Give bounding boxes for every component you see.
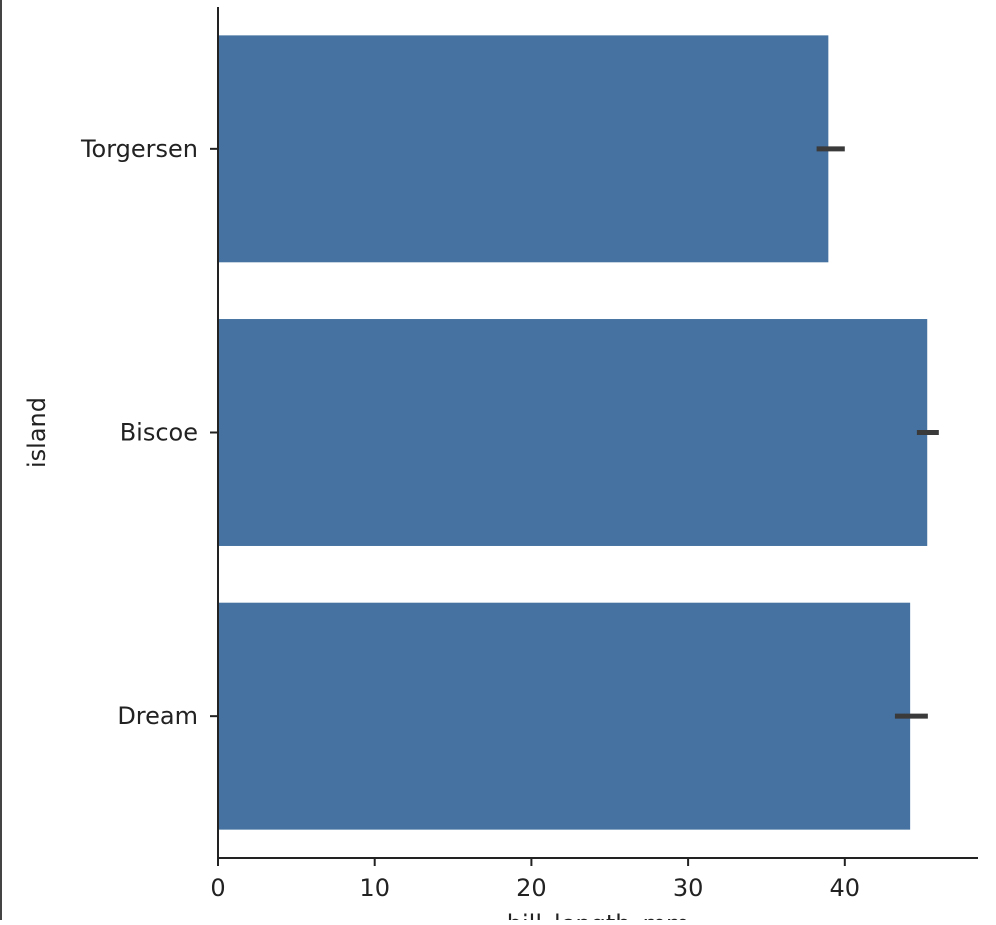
error-bars-group	[816, 146, 939, 719]
x-tick-label-20: 20	[516, 874, 547, 902]
y-tick-label-torgersen: Torgersen	[80, 135, 198, 163]
x-tick-label-40: 40	[830, 874, 861, 902]
x-tick-label-10: 10	[359, 874, 390, 902]
y-tick-label-dream: Dream	[117, 702, 198, 730]
y-ticks-group: Torgersen Biscoe Dream	[80, 135, 218, 730]
x-tick-label-0: 0	[210, 874, 225, 902]
y-tick-label-biscoe: Biscoe	[120, 419, 198, 447]
x-axis-title: bill_length_mm	[507, 910, 690, 920]
bar-torgersen	[218, 35, 829, 263]
y-axis-title: island	[23, 397, 51, 468]
bar-dream	[218, 602, 911, 830]
x-ticks-group: 0 10 20 30 40	[210, 858, 860, 902]
bars-group	[218, 35, 928, 830]
x-tick-label-30: 30	[673, 874, 704, 902]
bar-biscoe	[218, 319, 928, 546]
